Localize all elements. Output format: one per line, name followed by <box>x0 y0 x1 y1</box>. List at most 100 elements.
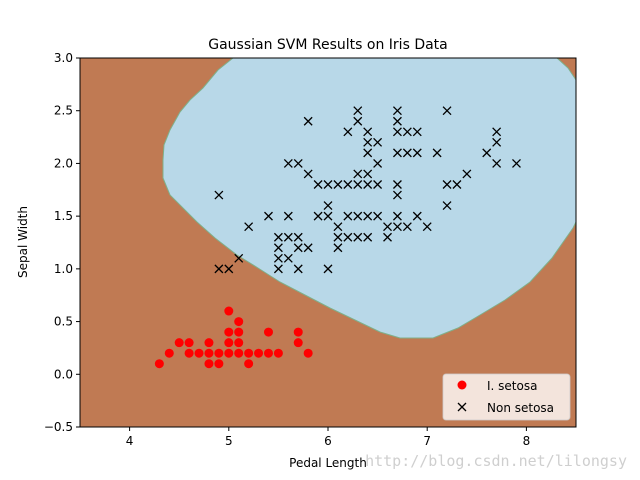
non-setosa-point <box>353 106 363 116</box>
non-setosa-point <box>392 211 402 221</box>
y-tick-label: 1.0 <box>54 262 73 276</box>
non-setosa-point <box>303 169 313 179</box>
watermark: http://blog.csdn.net/lilongsy <box>365 452 627 470</box>
chart-title: Gaussian SVM Results on Iris Data <box>208 37 448 53</box>
non-setosa-point <box>244 222 254 232</box>
non-setosa-point <box>363 137 373 147</box>
x-tick-label: 8 <box>523 434 531 448</box>
non-setosa-point <box>373 137 383 147</box>
y-tick-label: 2.5 <box>54 104 73 118</box>
non-setosa-point <box>392 190 402 200</box>
non-setosa-point <box>402 127 412 137</box>
legend: I. setosa Non setosa <box>442 373 571 421</box>
setosa-point <box>234 327 244 337</box>
setosa-point <box>214 348 224 358</box>
non-setosa-point <box>333 243 343 253</box>
setosa-point <box>204 359 214 369</box>
non-setosa-point <box>313 180 323 189</box>
non-setosa-point <box>283 253 293 263</box>
non-setosa-point <box>512 158 521 168</box>
non-setosa-point <box>353 211 363 221</box>
non-setosa-point <box>333 222 343 232</box>
x-tick-label: 6 <box>324 434 332 448</box>
non-setosa-point <box>392 127 402 137</box>
non-setosa-point <box>293 158 303 168</box>
non-setosa-point <box>432 148 442 158</box>
setosa-point <box>273 348 283 358</box>
non-setosa-point <box>363 127 373 137</box>
setosa-point <box>184 338 194 348</box>
non-setosa-point <box>392 148 402 158</box>
setosa-point <box>154 359 164 369</box>
y-tick-label: −0.5 <box>44 420 73 434</box>
non-setosa-point <box>293 264 303 274</box>
setosa-point <box>164 348 174 358</box>
setosa-point <box>224 338 234 348</box>
non-setosa-point <box>264 211 273 221</box>
non-setosa-point <box>273 253 283 263</box>
non-setosa-point <box>452 180 462 189</box>
setosa-point <box>293 327 303 337</box>
non-setosa-point <box>293 243 303 253</box>
non-setosa-point <box>313 211 323 221</box>
non-setosa-point <box>402 148 412 158</box>
non-setosa-point <box>343 180 353 189</box>
non-setosa-point <box>323 201 333 211</box>
y-tick-label: 2.0 <box>54 156 73 170</box>
x-tick-label: 4 <box>126 434 134 448</box>
setosa-point <box>263 348 273 358</box>
y-tick-label: 0.0 <box>54 367 73 381</box>
y-tick-label: 1.5 <box>54 209 73 223</box>
setosa-point <box>234 348 244 358</box>
non-setosa-point <box>273 243 283 253</box>
non-setosa-point <box>363 169 373 179</box>
non-setosa-point <box>343 232 353 242</box>
non-setosa-point <box>462 169 472 179</box>
non-setosa-point <box>273 232 283 242</box>
non-setosa-point <box>383 222 392 232</box>
setosa-point <box>204 338 214 348</box>
non-setosa-point <box>392 106 402 116</box>
non-setosa-point <box>323 264 333 274</box>
setosa-point <box>224 327 234 337</box>
non-setosa-point <box>442 201 452 211</box>
non-setosa-point <box>392 116 402 126</box>
non-setosa-point <box>392 180 402 189</box>
legend-setosa-label: I. setosa <box>487 379 537 393</box>
y-tick-label: 0.5 <box>54 315 73 329</box>
setosa-point <box>174 338 184 348</box>
setosa-point <box>224 348 234 358</box>
non-setosa-point <box>412 148 422 158</box>
non-setosa-point <box>343 127 353 137</box>
setosa-point <box>293 338 303 348</box>
x-axis-label: Pedal Length <box>289 456 367 470</box>
legend-non-setosa-label: Non setosa <box>487 401 554 415</box>
setosa-point <box>194 348 204 358</box>
non-setosa-point <box>273 264 283 274</box>
non-setosa-point <box>353 169 363 179</box>
non-setosa-point <box>363 180 373 189</box>
non-setosa-point <box>363 148 373 158</box>
setosa-point <box>303 348 313 358</box>
legend-setosa-marker <box>457 380 467 390</box>
non-setosa-point <box>343 211 353 221</box>
non-setosa-point <box>383 232 392 242</box>
non-setosa-point <box>422 222 432 232</box>
non-setosa-point <box>373 180 383 189</box>
non-setosa-point <box>392 222 402 232</box>
setosa-point <box>263 327 273 337</box>
non-setosa-point <box>333 180 343 189</box>
y-axis-label: Sepal Width <box>16 206 30 278</box>
setosa-point <box>234 317 244 327</box>
non-setosa-point <box>412 211 422 221</box>
x-tick-label: 7 <box>423 434 431 448</box>
non-setosa-point <box>412 127 422 137</box>
setosa-point <box>244 359 254 369</box>
non-setosa-point <box>333 232 343 242</box>
non-setosa-point <box>283 211 293 221</box>
setosa-point <box>184 348 194 358</box>
non-setosa-point <box>303 243 313 253</box>
non-setosa-point <box>234 253 244 263</box>
non-setosa-point <box>492 137 502 147</box>
non-setosa-point <box>293 232 303 242</box>
